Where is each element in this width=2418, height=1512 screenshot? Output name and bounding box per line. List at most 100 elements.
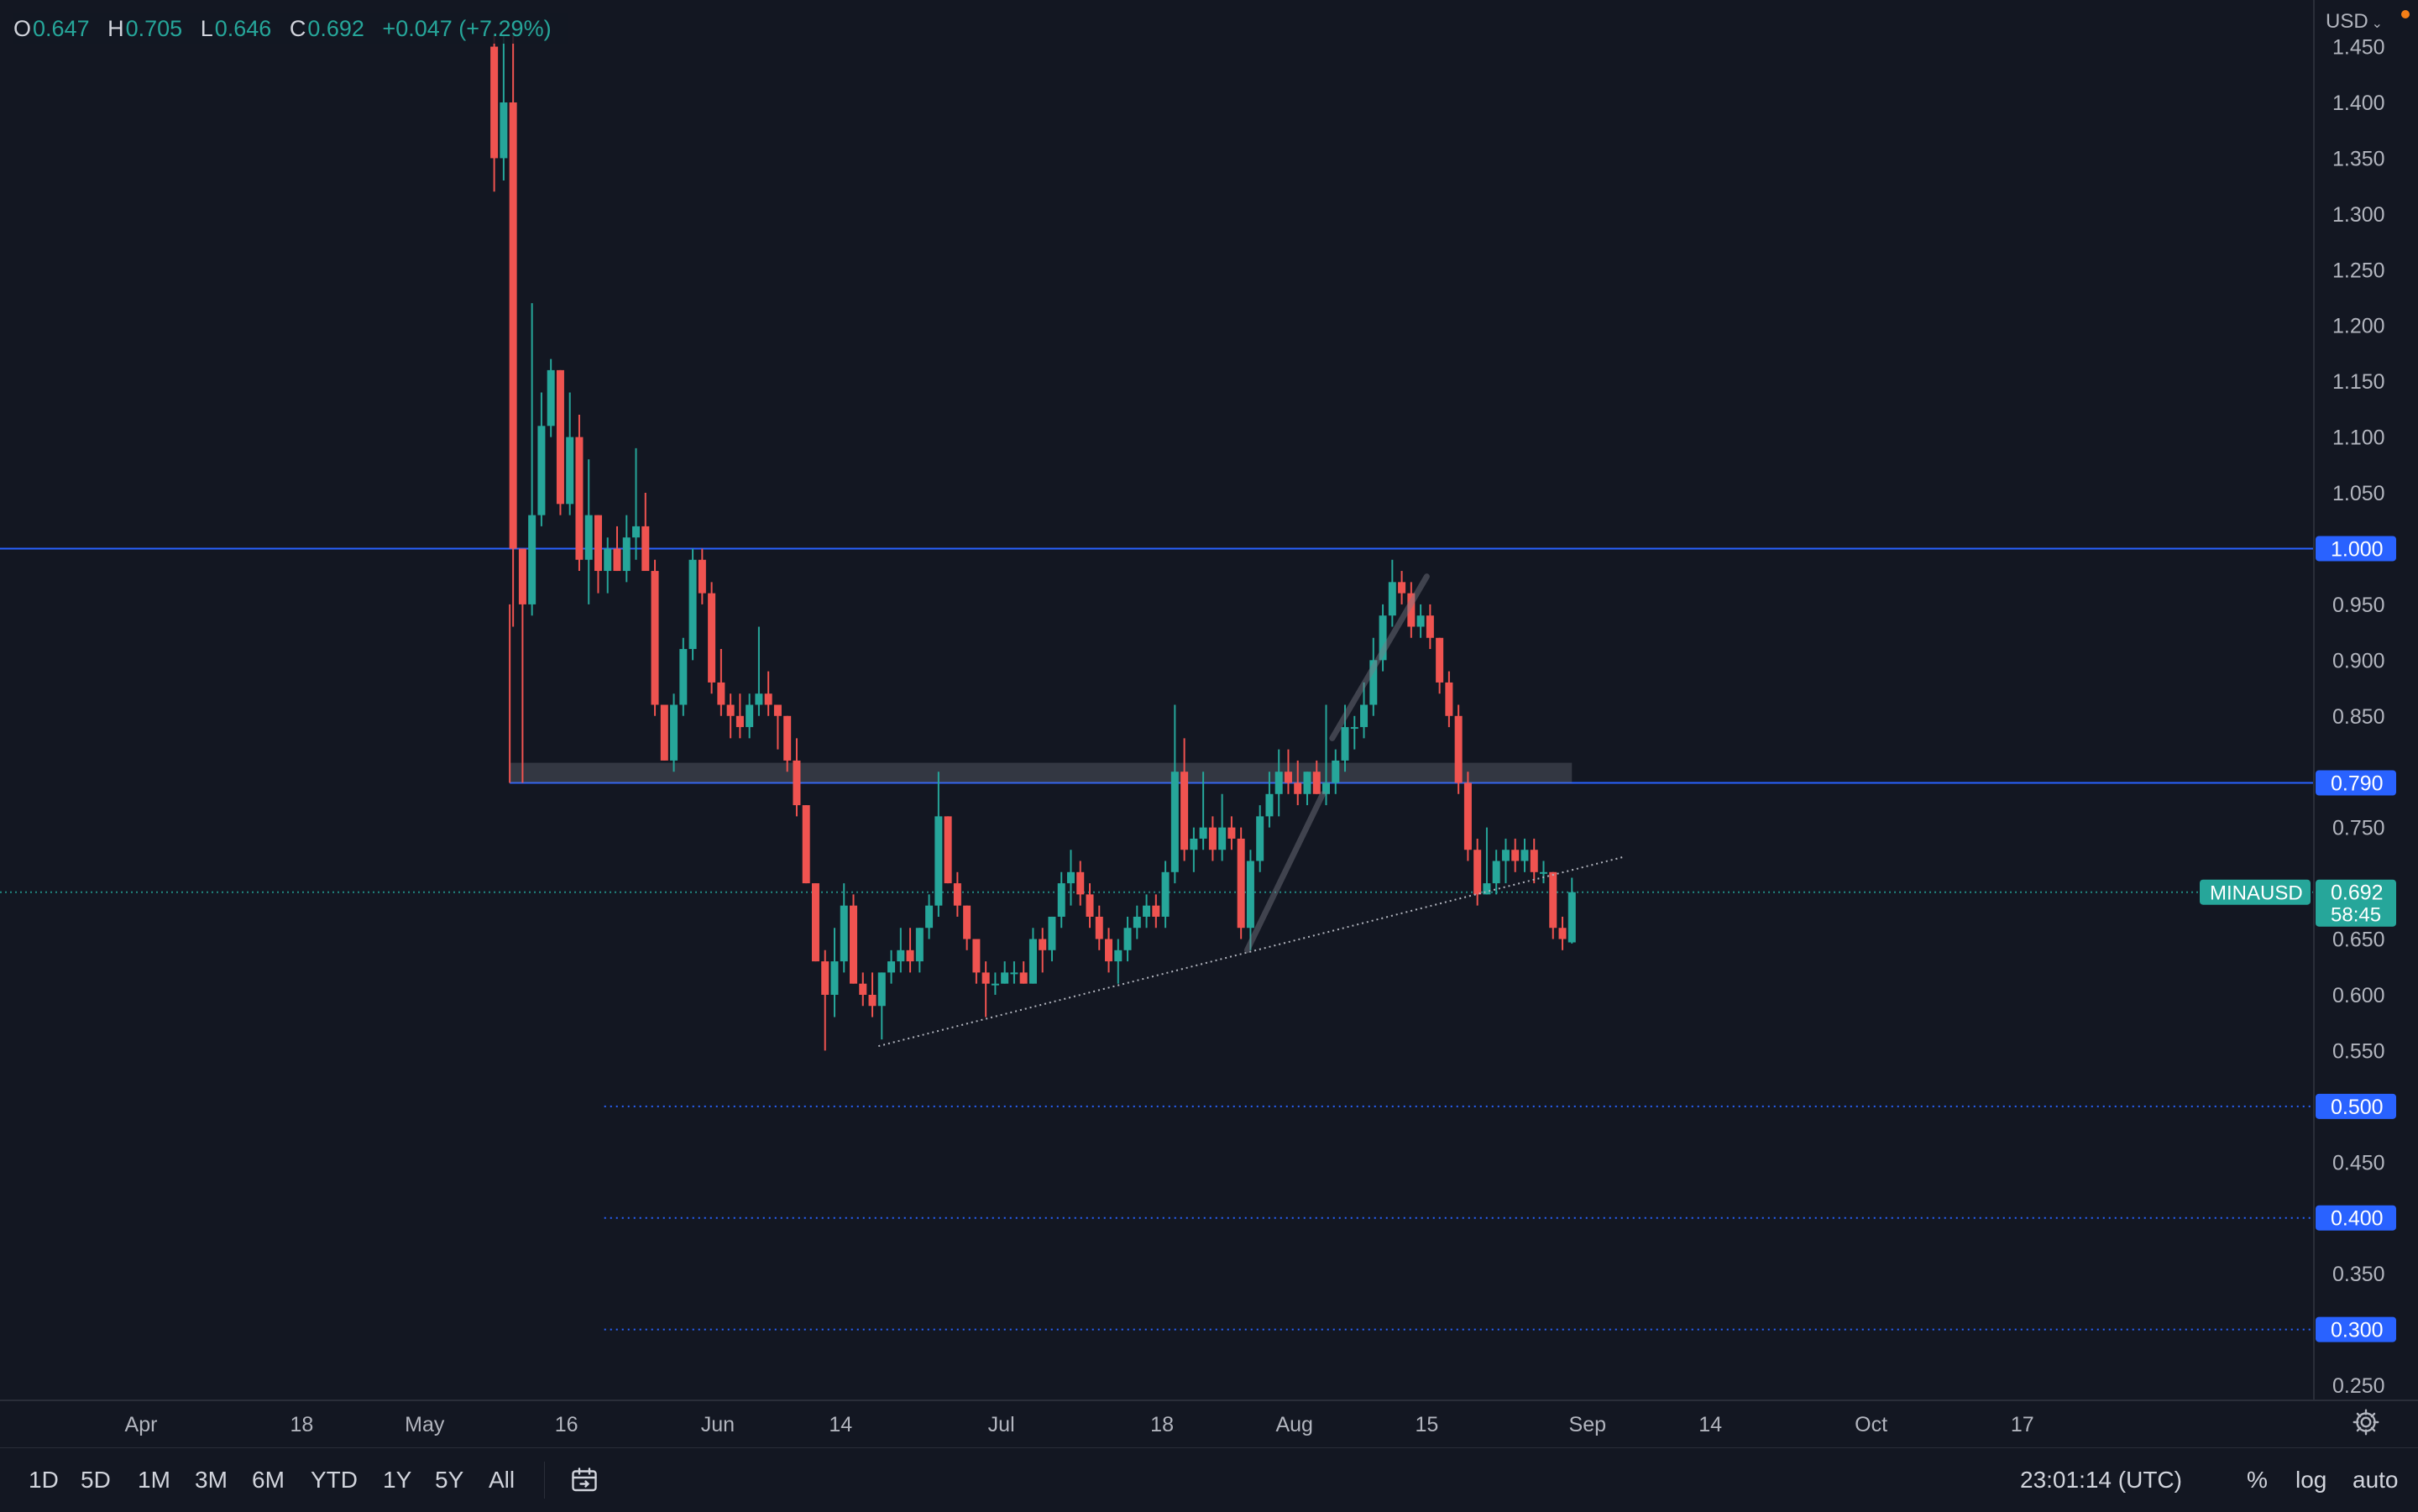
candle-body (821, 961, 830, 995)
bottom-toolbar: 1D 5D 1M 3M 6M YTD 1Y 5Y All 23:01:14 (U… (0, 1447, 2418, 1512)
price-tick-label: 1.150 (2332, 370, 2385, 394)
candle-body (641, 526, 650, 572)
candle-body (1312, 772, 1321, 794)
candle-body (735, 715, 744, 728)
gear-icon[interactable] (2351, 1407, 2381, 1437)
candle-body (1426, 615, 1434, 638)
price-tick-label: 0.450 (2332, 1151, 2385, 1175)
timeframe-5d[interactable]: 5D (81, 1467, 111, 1493)
timeframe-5y[interactable]: 5Y (435, 1467, 464, 1493)
candle-body (500, 102, 508, 159)
candle-body (1066, 871, 1075, 884)
candle-body (528, 515, 536, 604)
candle-body (1019, 972, 1028, 984)
high-label: H (107, 16, 124, 41)
candle-body (1483, 883, 1491, 895)
candle-body (877, 972, 886, 1007)
time-tick-label: 16 (555, 1413, 578, 1436)
candle-body (717, 682, 725, 705)
candle-body (1398, 582, 1406, 594)
open-value: 0.647 (33, 16, 90, 41)
candle-body (1199, 827, 1207, 839)
candle-body (1133, 916, 1141, 929)
candle-body (1520, 850, 1529, 861)
time-tick-label: Jun (701, 1413, 735, 1436)
candle-body (1170, 772, 1179, 872)
candle-body (556, 369, 564, 505)
toolbar-divider (544, 1462, 545, 1499)
candle-body (1010, 972, 1018, 975)
change-value: +0.047 (+7.29%) (382, 16, 552, 41)
price-tick-label: 0.250 (2332, 1374, 2385, 1398)
currency-selector[interactable]: USD ⌄ (2326, 8, 2383, 35)
ohlc-legend: O0.647 H0.705 L0.646 C0.692 +0.047 (+7.2… (13, 13, 568, 44)
candle-body (1407, 593, 1416, 627)
timeframe-1y[interactable]: 1Y (383, 1467, 412, 1493)
price-scale-bg (2314, 0, 2418, 1400)
timeframe-6m[interactable]: 6M (252, 1467, 285, 1493)
utc-clock[interactable]: 23:01:14 (UTC) (2020, 1467, 2182, 1493)
timeframe-1m[interactable]: 1M (138, 1467, 170, 1493)
auto-toggle[interactable]: auto (2353, 1467, 2399, 1493)
candle-body (594, 515, 602, 572)
price-scale[interactable]: 1.450 1.400 1.350 1.300 1.250 1.200 1.150 1.100… (2332, 36, 2385, 1398)
candle-body (509, 102, 517, 549)
candle-body (915, 928, 924, 962)
calendar-icon[interactable] (569, 1465, 599, 1495)
candle-body (1039, 939, 1047, 950)
candle-body (1218, 827, 1227, 850)
level-price-label-bg (2316, 770, 2396, 796)
candle-body (811, 883, 819, 962)
price-tick-label: 1.350 (2332, 147, 2385, 170)
drawings-layer (878, 573, 1626, 1048)
candle-body (566, 437, 574, 505)
price-tick-label: 1.100 (2332, 426, 2385, 450)
chart-levels-layer (0, 547, 2314, 1331)
candle-body (651, 571, 659, 705)
last-price-tag-bg (2316, 879, 2396, 927)
candle-body (575, 437, 584, 560)
trendline-2 (1243, 791, 1326, 954)
level-price-label: 1.000 (2331, 537, 2384, 561)
candle-body (944, 816, 952, 884)
candle-body (622, 537, 631, 572)
candle-body (1350, 727, 1358, 730)
candle-body (613, 548, 621, 572)
percent-toggle[interactable]: % (2247, 1467, 2268, 1493)
candle-body (1360, 704, 1369, 728)
time-tick-label: Sep (1569, 1413, 1606, 1436)
candle-body (1369, 660, 1378, 705)
close-value: 0.692 (307, 16, 364, 41)
level-price-label: 0.400 (2331, 1207, 2384, 1231)
candle-body (726, 704, 735, 716)
candle-body (679, 649, 688, 705)
candle-body (1379, 615, 1387, 661)
candle-body (963, 905, 971, 939)
candle-body (1294, 782, 1302, 794)
candle-body (887, 961, 896, 973)
candle-body (840, 905, 848, 962)
open-label: O (13, 16, 32, 41)
candle-body (972, 939, 981, 973)
price-tick-label: 0.950 (2332, 594, 2385, 617)
time-scale[interactable]: Apr 18 May 16 Jun 14 Jul 18 Aug 15 Sep 14 Oct 17 (125, 1413, 2034, 1436)
candle-body (490, 46, 499, 159)
timeframe-1d[interactable]: 1D (29, 1467, 59, 1493)
trendline-3 (1329, 573, 1430, 741)
candle-body (953, 883, 961, 906)
time-tick-label: Aug (1275, 1413, 1312, 1436)
candle-body (670, 704, 678, 761)
candle-body (1086, 894, 1094, 917)
candle-body (660, 704, 668, 761)
symbol-tag: MINAUSD (2210, 882, 2303, 905)
timeframe-3m[interactable]: 3M (195, 1467, 228, 1493)
price-tick-label: 0.750 (2332, 817, 2385, 840)
timeframe-all[interactable]: All (489, 1467, 516, 1493)
log-toggle[interactable]: log (2295, 1467, 2327, 1493)
timeframe-ytd[interactable]: YTD (311, 1467, 358, 1493)
time-tick-label: Jul (988, 1413, 1015, 1436)
candle-body (1095, 916, 1103, 939)
candle-body (1256, 816, 1264, 861)
candle-body (1501, 850, 1510, 861)
